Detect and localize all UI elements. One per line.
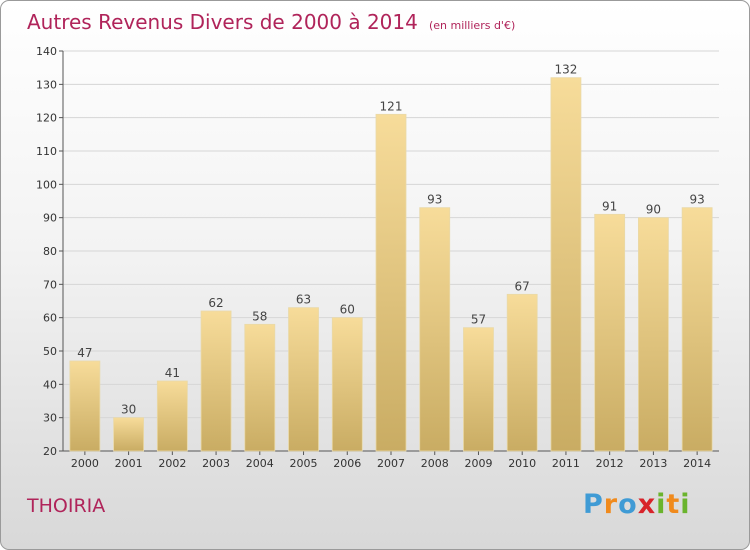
bar (594, 213, 626, 452)
bar (550, 77, 582, 452)
bar (244, 323, 276, 452)
data-label: 63 (296, 293, 311, 307)
data-label: 93 (427, 193, 442, 207)
bars (69, 77, 713, 452)
bar (638, 217, 669, 452)
y-tick-label: 60 (43, 312, 57, 325)
data-label: 121 (380, 99, 403, 113)
y-tick-label: 90 (43, 212, 57, 225)
x-tick-label: 2004 (246, 457, 274, 470)
y-tick-label: 110 (36, 145, 57, 158)
y-tick-label: 100 (36, 178, 57, 191)
bar (156, 380, 188, 452)
x-tick-label: 2008 (421, 457, 449, 470)
data-label: 30 (121, 403, 136, 417)
x-tick-label: 2010 (508, 457, 536, 470)
x-tick-label: 2001 (115, 457, 143, 470)
y-tick-label: 140 (36, 45, 57, 58)
data-label: 132 (554, 63, 577, 77)
title-row: Autres Revenus Divers de 2000 à 2014 (en… (27, 10, 515, 34)
y-tick-label: 120 (36, 112, 57, 125)
data-label: 41 (165, 366, 180, 380)
x-tick-label: 2003 (202, 457, 230, 470)
bar (419, 207, 451, 452)
proxiti-logo: Proxiti (583, 489, 691, 520)
y-tick-label: 50 (43, 345, 57, 358)
data-label: 91 (602, 199, 617, 213)
y-tick-label: 130 (36, 78, 57, 91)
chart-subtitle: (en milliers d'€) (428, 19, 516, 32)
x-tick-label: 2012 (596, 457, 624, 470)
data-label: 60 (340, 303, 355, 317)
data-labels: 47 30 41 62 58 63 60 121 93 57 67 132 91 90 93 (77, 63, 705, 417)
x-tick-label: 2006 (333, 457, 361, 470)
y-tick-label: 80 (43, 245, 57, 258)
bar (69, 360, 101, 452)
bar (681, 207, 713, 452)
y-tick-label: 40 (43, 378, 57, 391)
y-tick-label: 70 (43, 278, 57, 291)
y-tick-label: 20 (43, 445, 57, 458)
chart-title: Autres Revenus Divers de 2000 à 2014 (27, 10, 418, 34)
y-tick-label: 30 (43, 412, 57, 425)
bar (463, 327, 494, 452)
data-label: 58 (252, 309, 267, 323)
x-tick-label: 2007 (377, 457, 405, 470)
data-label: 57 (471, 313, 486, 327)
x-tick-label: 2013 (639, 457, 667, 470)
bar (288, 307, 319, 452)
data-label: 93 (689, 193, 704, 207)
x-tick-label: 2009 (464, 457, 492, 470)
data-label: 67 (515, 279, 530, 293)
x-tick-label: 2014 (683, 457, 711, 470)
bar (331, 317, 363, 452)
x-tick-label: 2005 (290, 457, 318, 470)
x-tick-label: 2011 (552, 457, 580, 470)
bar (375, 113, 407, 452)
data-label: 62 (208, 296, 223, 310)
data-label: 47 (77, 346, 92, 360)
axes: 20 30 40 50 60 70 80 90 100 110 120 130 140 2000 2001 2… (36, 45, 719, 470)
commune-name: THOIRIA (27, 495, 106, 517)
data-label: 90 (646, 203, 661, 217)
bar (506, 293, 538, 452)
x-tick-label: 2000 (71, 457, 99, 470)
bar (200, 310, 232, 452)
bar (113, 417, 144, 452)
x-tick-label: 2002 (158, 457, 186, 470)
